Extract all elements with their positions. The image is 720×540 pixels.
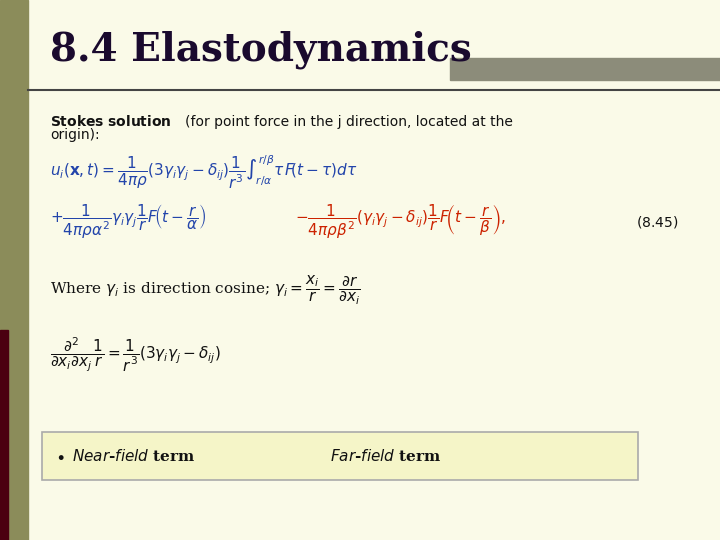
Text: $\mathit{Far}$-$\mathit{field}$ term: $\mathit{Far}$-$\mathit{field}$ term bbox=[330, 448, 441, 464]
Text: $(8.45)$: $(8.45)$ bbox=[636, 214, 678, 230]
FancyBboxPatch shape bbox=[42, 432, 638, 480]
Text: Where $\gamma_i$ is direction cosine; $\gamma_i = \dfrac{x_i}{r} = \dfrac{\parti: Where $\gamma_i$ is direction cosine; $\… bbox=[50, 273, 361, 307]
Bar bbox=[450, 58, 720, 80]
Text: $u_i\left(\mathbf{x},t\right)=\dfrac{1}{4\pi\rho}\left(3\gamma_i\gamma_j-\delta_: $u_i\left(\mathbf{x},t\right)=\dfrac{1}{… bbox=[50, 153, 358, 191]
Text: $\mathbf{Stokes\ solution}$: $\mathbf{Stokes\ solution}$ bbox=[50, 114, 171, 130]
Text: $\bullet$: $\bullet$ bbox=[55, 448, 65, 464]
Text: 8.4 Elastodynamics: 8.4 Elastodynamics bbox=[50, 31, 472, 69]
Text: $\dfrac{\partial^2}{\partial x_i \partial x_j}\dfrac{1}{r}=\dfrac{1}{r^3}\left(3: $\dfrac{\partial^2}{\partial x_i \partia… bbox=[50, 336, 221, 374]
Text: (for point force in the j direction, located at the: (for point force in the j direction, loc… bbox=[185, 115, 513, 129]
Bar bbox=[0, 330, 8, 540]
Text: origin):: origin): bbox=[50, 128, 99, 142]
Text: $+\dfrac{1}{4\pi\rho\alpha^2}\gamma_i\gamma_j\dfrac{1}{r}F\!\left(t-\dfrac{r}{\a: $+\dfrac{1}{4\pi\rho\alpha^2}\gamma_i\ga… bbox=[50, 202, 206, 241]
Text: $-\dfrac{1}{4\pi\rho\beta^2}\left(\gamma_i\gamma_j-\delta_{ij}\right)\dfrac{1}{r: $-\dfrac{1}{4\pi\rho\beta^2}\left(\gamma… bbox=[295, 202, 506, 241]
Text: $\it{Near}$-$\mathit{field}$ term: $\it{Near}$-$\mathit{field}$ term bbox=[72, 448, 196, 464]
Bar bbox=[0, 0, 28, 540]
